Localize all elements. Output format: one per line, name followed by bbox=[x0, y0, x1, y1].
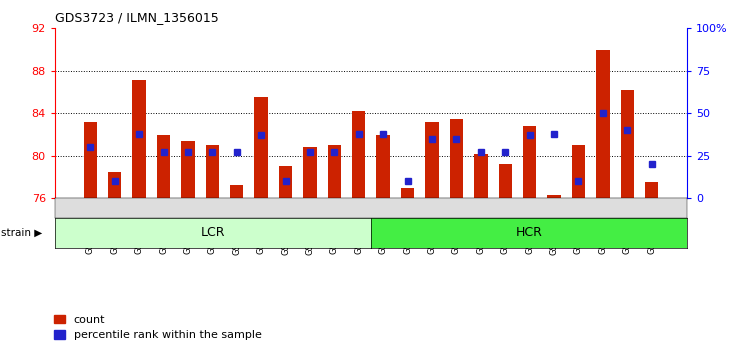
Bar bbox=[254, 97, 268, 198]
Text: GDS3723 / ILMN_1356015: GDS3723 / ILMN_1356015 bbox=[55, 11, 219, 24]
Bar bbox=[425, 122, 439, 198]
Text: HCR: HCR bbox=[515, 226, 542, 239]
Bar bbox=[621, 90, 634, 198]
Bar bbox=[303, 147, 317, 198]
Bar bbox=[572, 145, 586, 198]
Bar bbox=[279, 166, 292, 198]
Bar bbox=[230, 185, 243, 198]
Bar bbox=[327, 145, 341, 198]
Text: strain ▶: strain ▶ bbox=[1, 228, 42, 238]
Bar bbox=[108, 172, 121, 198]
Bar bbox=[181, 141, 194, 198]
Bar bbox=[376, 135, 390, 198]
Bar bbox=[132, 80, 145, 198]
Bar bbox=[83, 122, 97, 198]
Legend: count, percentile rank within the sample: count, percentile rank within the sample bbox=[50, 310, 266, 345]
Bar bbox=[596, 50, 610, 198]
Bar bbox=[401, 188, 414, 198]
Bar bbox=[645, 182, 659, 198]
Bar bbox=[523, 126, 537, 198]
Bar bbox=[205, 145, 219, 198]
Bar bbox=[548, 195, 561, 198]
Bar bbox=[474, 154, 488, 198]
Bar bbox=[450, 119, 463, 198]
Bar bbox=[156, 135, 170, 198]
Bar bbox=[352, 111, 366, 198]
Bar bbox=[499, 164, 512, 198]
Text: LCR: LCR bbox=[200, 226, 225, 239]
